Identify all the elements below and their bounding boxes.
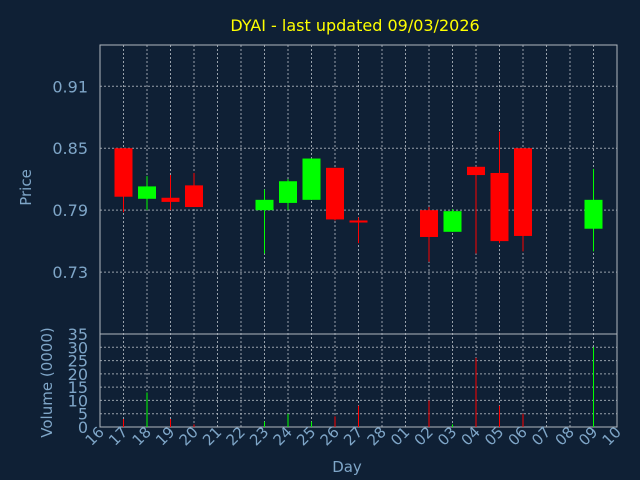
candle-body (114, 148, 133, 197)
volume-axis-label: Volume (0000) (38, 327, 56, 437)
candle-body (138, 186, 156, 199)
candle-body (420, 210, 438, 237)
x-axis-label: Day (332, 458, 362, 476)
candle-body (279, 181, 297, 203)
price-tick-label: 0.73 (52, 263, 88, 282)
price-tick-label: 0.85 (52, 139, 88, 158)
candle-body (326, 167, 344, 220)
volume-tick-label: 30 (68, 338, 88, 357)
candle-body (302, 158, 321, 200)
volume-tick-label: 20 (68, 365, 88, 384)
candle-body (349, 220, 368, 223)
volume-tick-label: 5 (78, 405, 88, 424)
candle-body (161, 197, 180, 202)
volume-tick-label: 15 (68, 378, 88, 397)
candle-body (490, 172, 509, 242)
candle-body (443, 211, 462, 232)
candle-body (514, 148, 532, 236)
volume-tick-label: 0 (78, 418, 88, 437)
volume-tick-label: 10 (68, 391, 88, 410)
volume-tick-label: 25 (68, 352, 88, 371)
volume-tick-label: 35 (68, 325, 88, 344)
chart-title: DYAI - last updated 09/03/2026 (230, 16, 479, 35)
candle-body (467, 166, 485, 176)
candle-body (255, 199, 274, 211)
price-tick-label: 0.79 (52, 201, 88, 220)
candle-body (584, 199, 603, 229)
price-axis-label: Price (17, 169, 35, 206)
price-tick-label: 0.91 (52, 77, 88, 96)
candle-body (185, 185, 203, 208)
